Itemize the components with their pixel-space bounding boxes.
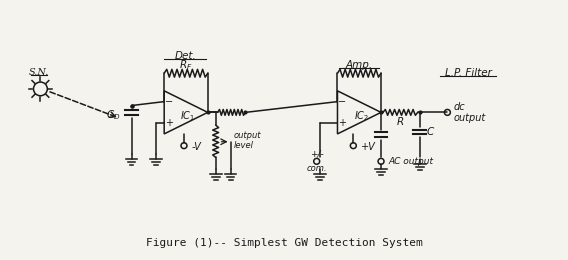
Text: Figure (1)-- Simplest GW Detection System: Figure (1)-- Simplest GW Detection Syste…: [145, 238, 423, 248]
Text: Amp.: Amp.: [346, 60, 373, 70]
Text: +: +: [339, 118, 346, 128]
Text: −: −: [165, 97, 173, 107]
Text: dc
output: dc output: [453, 102, 486, 123]
Text: −: −: [339, 97, 346, 107]
Text: +V: +V: [361, 142, 376, 152]
Text: com.: com.: [306, 164, 327, 173]
Text: output
level: output level: [233, 131, 261, 151]
Text: +/-: +/-: [310, 150, 324, 159]
Text: +: +: [165, 118, 173, 128]
Text: Det.: Det.: [175, 51, 197, 61]
Text: S.N.: S.N.: [28, 68, 49, 77]
Text: $R_F$: $R_F$: [179, 58, 193, 72]
Text: L.P. Filter: L.P. Filter: [445, 68, 492, 78]
Text: R: R: [396, 117, 404, 127]
Text: $IC_1$: $IC_1$: [180, 109, 195, 123]
Text: -V: -V: [192, 142, 202, 152]
Text: $IC_2$: $IC_2$: [354, 109, 369, 123]
Text: $C_D$: $C_D$: [106, 108, 121, 122]
Text: AC output: AC output: [389, 157, 434, 166]
Text: C: C: [427, 127, 434, 137]
